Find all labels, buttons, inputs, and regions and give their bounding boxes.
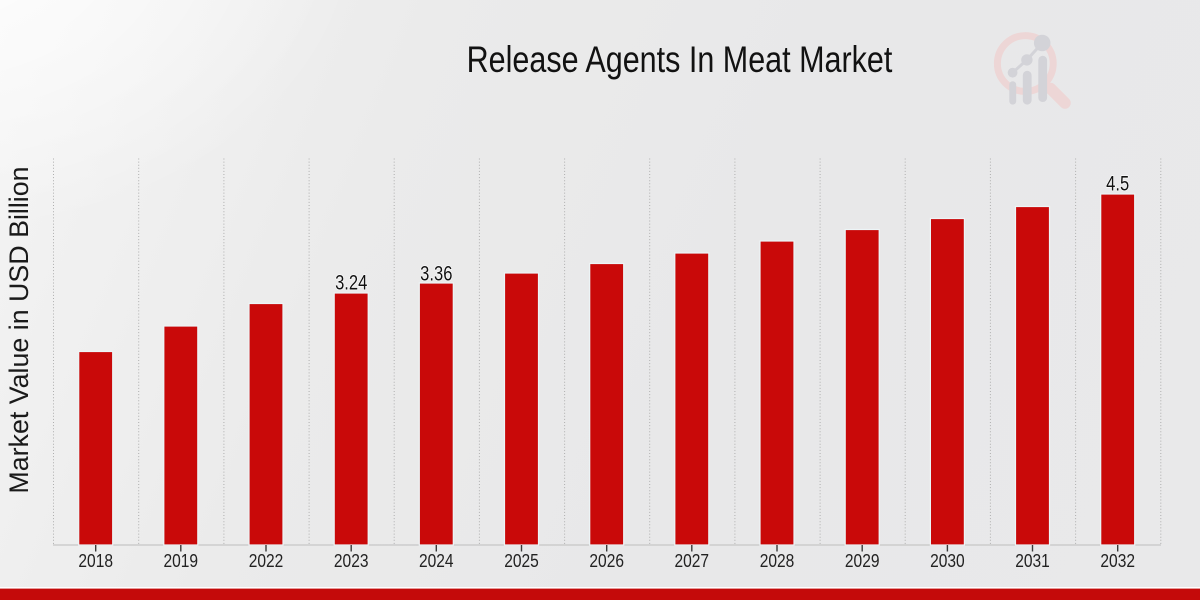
svg-text:Market Value in USD Billion: Market Value in USD Billion	[4, 166, 34, 493]
svg-text:2031: 2031	[1015, 551, 1050, 572]
svg-text:2030: 2030	[930, 551, 965, 572]
svg-text:3.24: 3.24	[335, 272, 367, 295]
svg-text:2022: 2022	[249, 551, 284, 572]
svg-text:2023: 2023	[334, 551, 369, 572]
svg-text:2027: 2027	[675, 551, 710, 572]
svg-text:2026: 2026	[589, 551, 624, 572]
svg-text:2024: 2024	[419, 551, 454, 572]
svg-text:2032: 2032	[1100, 551, 1135, 572]
svg-text:2018: 2018	[78, 551, 113, 572]
svg-text:Release Agents In Meat Market: Release Agents In Meat Market	[467, 39, 893, 80]
svg-text:2019: 2019	[164, 551, 199, 572]
svg-text:2028: 2028	[760, 551, 795, 572]
svg-text:2025: 2025	[504, 551, 539, 572]
svg-text:2029: 2029	[845, 551, 880, 572]
svg-text:4.5: 4.5	[1106, 173, 1129, 196]
svg-text:3.36: 3.36	[420, 263, 452, 286]
